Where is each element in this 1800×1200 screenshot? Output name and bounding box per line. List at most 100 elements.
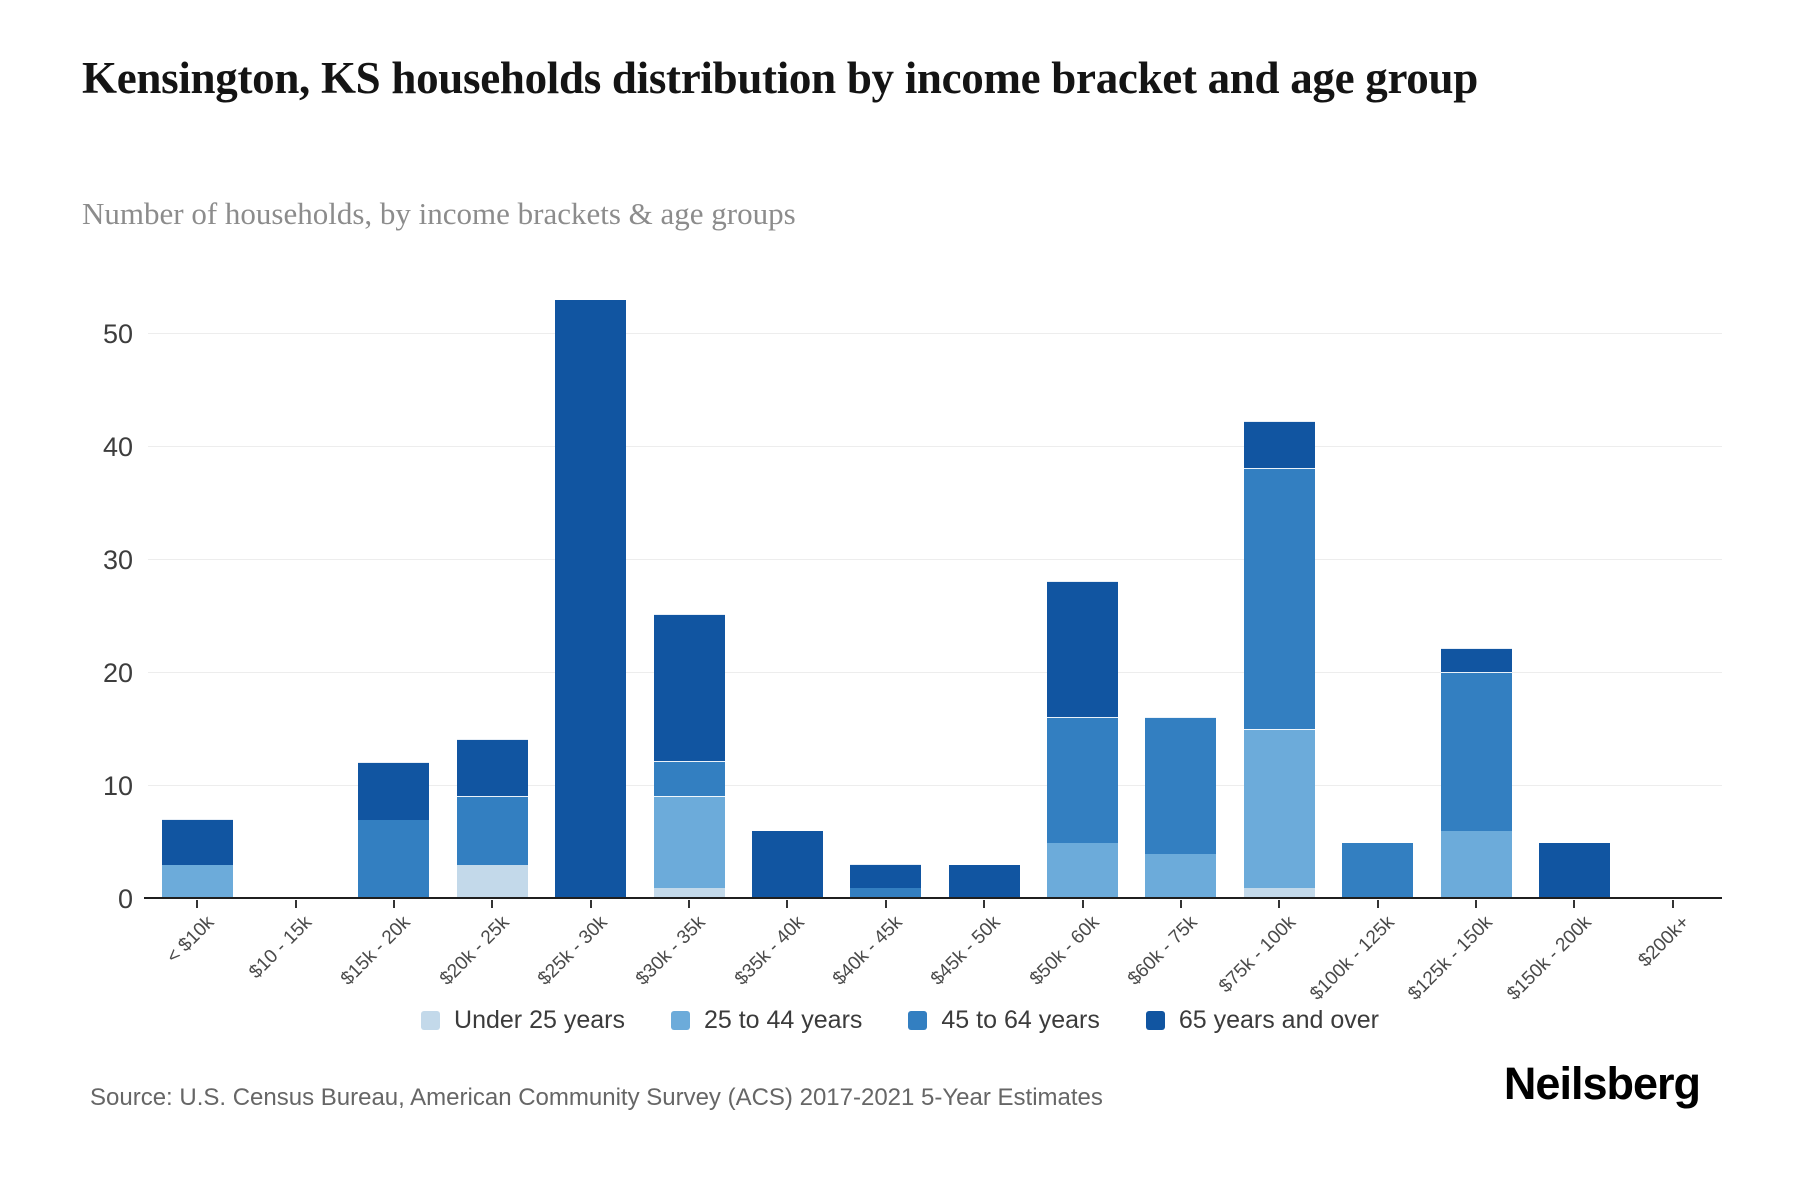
legend-item-label: 45 to 64 years xyxy=(941,1006,1100,1034)
bar-segment[interactable] xyxy=(456,796,528,866)
bar-segment[interactable] xyxy=(850,864,922,888)
bar-segment[interactable] xyxy=(1145,853,1217,899)
gridline xyxy=(148,672,1722,673)
x-axis-label: $40k - 45k xyxy=(829,912,907,990)
bar-column xyxy=(850,864,922,899)
x-axis-tick xyxy=(589,900,592,908)
bar-column xyxy=(1440,648,1512,899)
bar-column xyxy=(751,831,823,899)
bar-segment[interactable] xyxy=(1440,648,1512,673)
bar-column xyxy=(358,762,430,899)
legend-item-label: Under 25 years xyxy=(454,1006,625,1034)
x-axis-tick xyxy=(1278,900,1281,908)
bar-segment[interactable] xyxy=(1243,887,1315,899)
bar-column xyxy=(456,738,528,899)
bar-segment[interactable] xyxy=(456,738,528,797)
bar-segment[interactable] xyxy=(1440,831,1512,899)
legend-swatch-icon xyxy=(908,1011,928,1030)
bar-column xyxy=(1538,842,1610,899)
source-text: Source: U.S. Census Bureau, American Com… xyxy=(90,1084,1103,1111)
x-axis-tick xyxy=(1376,900,1379,908)
gridline xyxy=(148,446,1722,447)
x-axis-tick xyxy=(688,900,691,908)
x-axis-tick xyxy=(884,900,887,908)
bar-segment[interactable] xyxy=(653,613,725,762)
x-axis-label: $150k - 200k xyxy=(1502,912,1596,1005)
bar-segment[interactable] xyxy=(1243,421,1315,468)
bar-segment[interactable] xyxy=(1243,728,1315,888)
x-axis-tick xyxy=(294,900,297,908)
x-axis-tick xyxy=(1671,900,1674,908)
x-axis-tick xyxy=(1475,900,1478,908)
bar-segment[interactable] xyxy=(1243,467,1315,729)
bar-column xyxy=(653,613,725,899)
x-axis-label: $200k+ xyxy=(1634,912,1694,972)
x-axis-label: $15k - 20k xyxy=(337,912,415,990)
bar-segment[interactable] xyxy=(555,300,627,899)
bar-column xyxy=(555,300,627,899)
x-axis-tick xyxy=(786,900,789,908)
chart-subtitle: Number of households, by income brackets… xyxy=(82,196,796,231)
y-axis-label: 20 xyxy=(102,658,133,688)
bar-segment[interactable] xyxy=(948,865,1020,899)
bar-column xyxy=(1047,580,1119,899)
x-axis-label: $60k - 75k xyxy=(1124,912,1202,990)
legend-item[interactable]: 65 years and over xyxy=(1145,1006,1379,1035)
x-axis-label: $10 - 15k xyxy=(245,912,317,983)
legend-item[interactable]: 25 to 44 years xyxy=(670,1006,863,1035)
bar-column xyxy=(948,865,1020,899)
bar-segment[interactable] xyxy=(653,761,725,797)
bar-segment[interactable] xyxy=(751,831,823,899)
bar-segment[interactable] xyxy=(1538,842,1610,899)
x-axis-tick xyxy=(983,900,986,908)
x-axis-label: $45k - 50k xyxy=(927,912,1006,990)
stacked-bar-chart: 0 10 20 30 40 50 < $10k $10 - 15k $15k - 20k $20k… xyxy=(103,300,1722,1005)
x-axis-tick xyxy=(196,900,199,908)
bar-segment[interactable] xyxy=(1047,717,1119,843)
bar-column xyxy=(1243,421,1315,899)
legend-item[interactable]: Under 25 years xyxy=(421,1006,625,1035)
y-axis-label: 10 xyxy=(102,771,133,801)
bar-segment[interactable] xyxy=(161,818,233,866)
bar-column xyxy=(1145,717,1217,899)
bar-segment[interactable] xyxy=(1047,580,1119,718)
x-axis-tick xyxy=(1081,900,1084,908)
y-axis-label: 50 xyxy=(102,319,133,349)
legend-item[interactable]: 45 to 64 years xyxy=(908,1006,1100,1035)
x-axis-tick xyxy=(1179,900,1182,908)
x-axis-label: $30k - 35k xyxy=(632,912,710,990)
x-axis-tick xyxy=(1573,900,1576,908)
legend-item-label: 25 to 44 years xyxy=(703,1006,863,1034)
bar-segment[interactable] xyxy=(358,762,430,820)
bar-column xyxy=(161,818,233,899)
bar-segment[interactable] xyxy=(850,887,922,899)
gridline xyxy=(148,333,1722,334)
y-axis-label: 30 xyxy=(102,545,133,575)
bar-segment[interactable] xyxy=(456,865,528,899)
x-axis-tick xyxy=(491,900,494,908)
x-axis-label: $50k - 60k xyxy=(1025,912,1104,990)
gridline xyxy=(148,559,1722,560)
bar-segment[interactable] xyxy=(1342,842,1414,899)
chart-legend: Under 25 years 25 to 44 years 45 to 64 yea… xyxy=(0,1006,1800,1035)
bar-segment[interactable] xyxy=(358,819,430,899)
x-axis-label: $35k - 40k xyxy=(730,912,809,990)
bar-segment[interactable] xyxy=(1440,672,1512,832)
bar-segment[interactable] xyxy=(161,865,233,899)
bar-segment[interactable] xyxy=(653,887,725,899)
bar-segment[interactable] xyxy=(653,796,725,888)
x-axis-label: $25k - 30k xyxy=(533,912,612,990)
x-axis-label: $100k - 125k xyxy=(1306,912,1399,1005)
bar-segment[interactable] xyxy=(1047,842,1119,899)
x-axis-label: $125k - 150k xyxy=(1404,912,1497,1005)
bar-column xyxy=(1342,842,1414,899)
gridline xyxy=(148,785,1722,786)
legend-swatch-icon xyxy=(670,1011,690,1030)
y-axis-label: 0 xyxy=(117,884,133,914)
x-axis-label: $75k - 100k xyxy=(1215,912,1301,998)
legend-swatch-icon xyxy=(1145,1011,1165,1030)
bar-segment[interactable] xyxy=(1145,717,1217,854)
chart-title: Kensington, KS households distribution b… xyxy=(82,53,1478,103)
y-axis-label: 40 xyxy=(102,432,133,462)
legend-swatch-icon xyxy=(421,1011,441,1030)
